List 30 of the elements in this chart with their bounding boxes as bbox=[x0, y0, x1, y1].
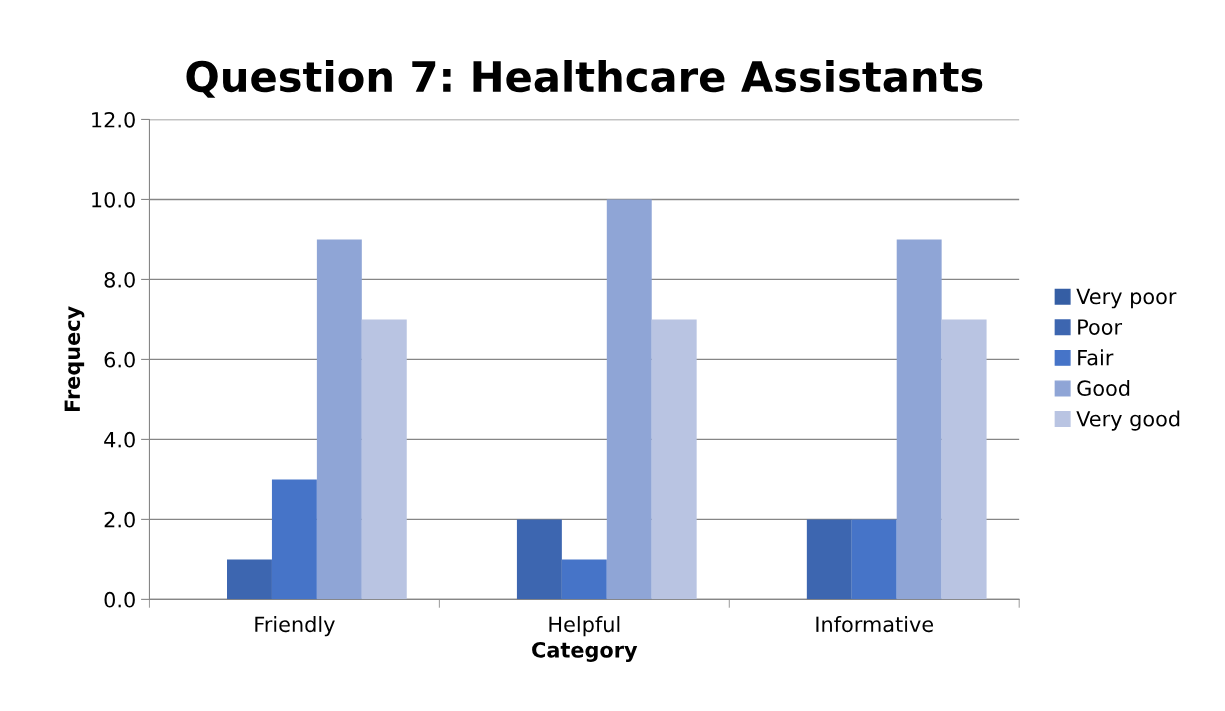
bar bbox=[651, 319, 697, 600]
chart-title: Question 7: Healthcare Assistants bbox=[186, 60, 983, 98]
y-axis-title: Frequecy bbox=[64, 306, 85, 412]
bar bbox=[271, 479, 317, 600]
bar bbox=[516, 519, 562, 600]
bar bbox=[896, 239, 942, 600]
bar bbox=[851, 519, 897, 600]
y-tick-label: 0.0 bbox=[104, 591, 135, 608]
legend-label: Very poor bbox=[1076, 288, 1177, 309]
x-axis-title: Category bbox=[532, 641, 638, 662]
bar bbox=[606, 199, 652, 600]
bar bbox=[316, 239, 362, 600]
x-tick-label: Friendly bbox=[255, 616, 335, 637]
y-tick-label: 10.0 bbox=[92, 191, 135, 208]
y-tick-label: 6.0 bbox=[104, 351, 135, 368]
x-tick-label: Helpful bbox=[549, 616, 620, 637]
bar bbox=[941, 319, 987, 600]
y-tick-label: 2.0 bbox=[104, 511, 135, 528]
y-tick-label: 12.0 bbox=[92, 111, 135, 128]
bar bbox=[806, 519, 852, 600]
legend-label: Fair bbox=[1078, 349, 1114, 366]
y-tick-label: 4.0 bbox=[104, 431, 135, 448]
bar bbox=[227, 559, 272, 600]
y-tick-label: 8.0 bbox=[104, 271, 135, 288]
bar bbox=[561, 559, 607, 600]
x-tick-label: Informative bbox=[816, 616, 934, 633]
legend-label: Very good bbox=[1076, 410, 1180, 431]
legend-label: Poor bbox=[1078, 319, 1123, 335]
bar bbox=[361, 319, 407, 600]
legend-label: Good bbox=[1077, 379, 1130, 397]
